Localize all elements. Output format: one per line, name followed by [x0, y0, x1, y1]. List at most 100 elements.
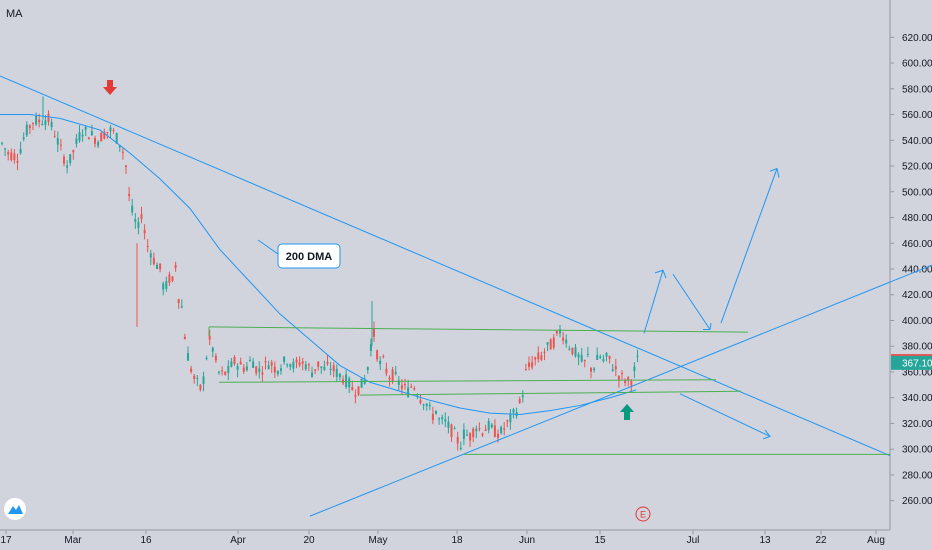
candle-body [407, 387, 410, 398]
candle-body [304, 364, 307, 370]
candle-body [307, 364, 310, 366]
candle-body [583, 359, 586, 361]
time-tick-label: Aug [867, 535, 885, 546]
candle-body [373, 328, 375, 337]
ma-price-tag-bg [891, 355, 932, 370]
candle-body [524, 369, 527, 371]
candle-body [298, 362, 301, 366]
candle-body [75, 138, 78, 144]
candle-body [590, 367, 592, 372]
candle-body [593, 368, 596, 371]
candle-body [447, 421, 450, 428]
candle-body [537, 352, 540, 360]
candle-body [72, 150, 75, 153]
candle-body [295, 359, 298, 363]
candles [1, 96, 639, 451]
candle-body [59, 144, 62, 146]
candle-body [521, 395, 524, 398]
candle-body [41, 123, 44, 125]
candle-body [540, 355, 543, 360]
candle-body [1, 142, 3, 144]
time-tick-label: 22 [815, 535, 827, 546]
candle-body [456, 437, 459, 444]
candle-body [22, 137, 25, 140]
candle-body [249, 360, 251, 362]
candle-body [391, 369, 394, 382]
price-tick-label: 500.00 [902, 187, 932, 198]
candle-body [245, 366, 248, 371]
price-tick-label: 360.00 [902, 367, 932, 378]
callout-leader [257, 239, 279, 255]
candle-body [137, 222, 140, 228]
candle-body [611, 369, 614, 371]
price-tick-label: 260.00 [902, 496, 932, 507]
candle-body [621, 372, 623, 374]
candle-body [382, 356, 385, 358]
candle-body [469, 433, 472, 441]
projection-up-1 [643, 270, 664, 334]
candle-body [481, 433, 484, 436]
candle-body [286, 364, 289, 366]
ascending-trendline [309, 264, 932, 517]
candle-body [152, 257, 155, 265]
candle-body [16, 160, 19, 163]
candle-body [205, 358, 208, 360]
candle-body [13, 153, 16, 161]
candle-body [165, 281, 168, 289]
candle-body [19, 149, 22, 154]
candle-body [348, 378, 351, 388]
candle-body [121, 151, 124, 153]
candle-body [605, 352, 608, 357]
candle-body [90, 131, 93, 135]
candle-body [63, 156, 65, 164]
candle-body [87, 137, 90, 140]
ma-price-tag: 367.10 [902, 358, 932, 369]
price-tick-label: 480.00 [902, 213, 932, 224]
support-line-upper [218, 379, 717, 383]
candle-body [255, 366, 258, 374]
candle-body [224, 371, 227, 375]
candle-body [528, 362, 530, 368]
support-line-lower [359, 390, 742, 396]
price-tick-label: 400.00 [902, 316, 932, 327]
candle-body [497, 433, 499, 438]
candle-body [354, 395, 357, 397]
candle-body [568, 348, 571, 350]
candle-body [208, 335, 211, 340]
candle-body [599, 356, 602, 358]
candle-body [580, 355, 583, 362]
candle-body [357, 386, 360, 395]
candle-body [478, 428, 481, 430]
candle-body [109, 127, 112, 132]
candle-body [47, 113, 50, 122]
candle-body [273, 366, 276, 373]
candle-body [500, 426, 503, 434]
candle-body [66, 165, 69, 168]
candle-body [292, 361, 295, 369]
time-tick-label: Apr [230, 535, 246, 546]
candle-body [118, 145, 121, 148]
candle-body [385, 368, 388, 374]
candle-body [218, 371, 220, 373]
projection-up-1-head [654, 269, 667, 279]
candle-body [419, 400, 422, 404]
candle-body [149, 253, 152, 258]
candle-body [276, 371, 279, 375]
candle-body [134, 219, 137, 222]
candle-body [552, 337, 555, 348]
candle-body [97, 142, 100, 146]
time-tick-label: 20 [303, 535, 315, 546]
candle-body [487, 420, 490, 431]
candle-body [187, 352, 189, 361]
candle-body [50, 121, 53, 128]
candle-body [624, 380, 627, 383]
candle-body [444, 419, 447, 422]
resistance-line [208, 326, 749, 333]
red-down-arrow-icon [103, 80, 117, 95]
candle-body [131, 205, 134, 213]
candle-body [53, 136, 56, 138]
time-tick-label: 18 [451, 535, 463, 546]
candle-body [636, 355, 639, 357]
candle-body [190, 368, 193, 372]
